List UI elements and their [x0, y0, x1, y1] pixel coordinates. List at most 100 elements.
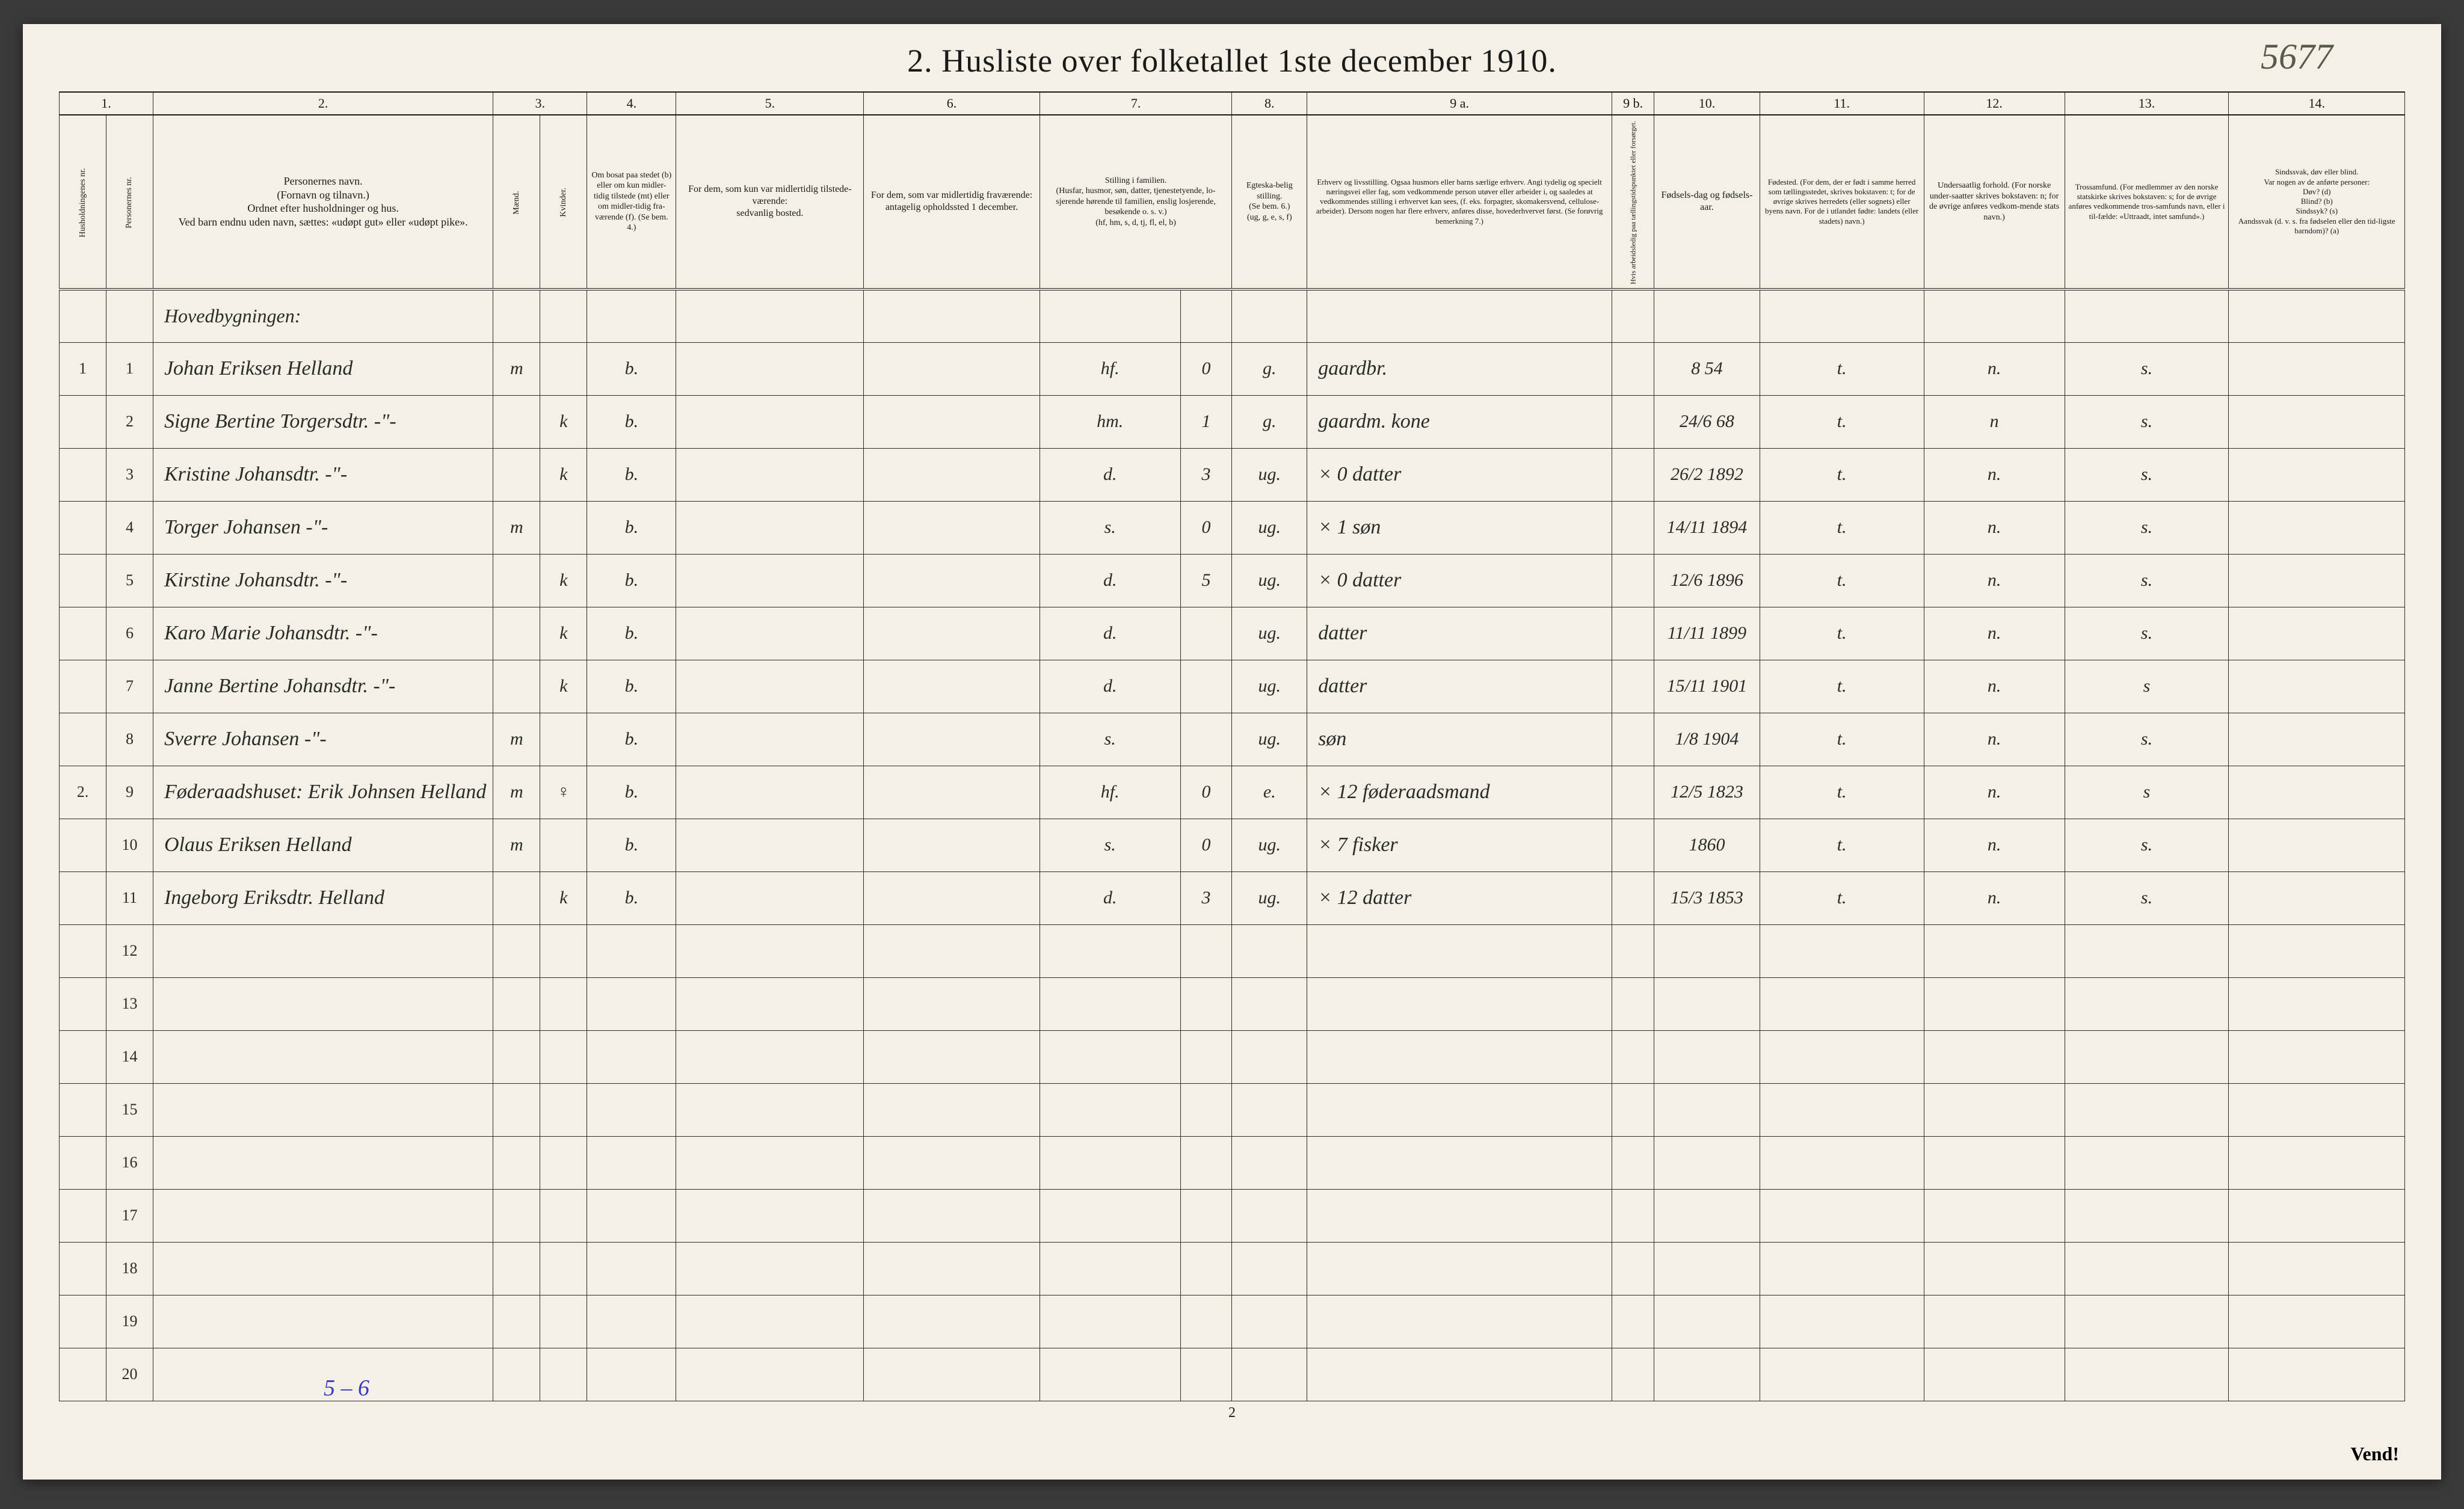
cell-k — [540, 342, 587, 395]
column-number-row: 1. 2. 3. 4. 5. 6. 7. 8. 9 a. 9 b. 10. 11… — [60, 92, 2405, 115]
cell — [1307, 924, 1612, 977]
cell-arb — [1612, 395, 1654, 448]
hdr-pers-nr: Personernes nr. — [106, 115, 153, 290]
cell-c6 — [864, 448, 1040, 501]
colnum: 9 b. — [1612, 92, 1654, 115]
cell-fam: hm. — [1040, 395, 1180, 448]
cell — [676, 1295, 864, 1348]
cell-hush: 1 — [60, 342, 106, 395]
cell — [1307, 977, 1612, 1030]
cell — [540, 1189, 587, 1242]
cell-fods: 24/6 68 — [1654, 395, 1760, 448]
cell — [2229, 1189, 2405, 1242]
cell — [2229, 1083, 2405, 1136]
cell-m: m — [493, 819, 540, 871]
cell-fods: 1860 — [1654, 819, 1760, 871]
cell-erhv: × 12 føderaadsmand — [1307, 766, 1612, 819]
cell — [1040, 977, 1180, 1030]
cell — [1760, 1136, 1924, 1189]
census-page: 2. Husliste over folketallet 1ste decemb… — [23, 24, 2441, 1480]
cell-k: k — [540, 395, 587, 448]
hdr-arb-ledig: Hvis arbeidsledig paa tællingstidspunkte… — [1612, 115, 1654, 290]
cell-fods: 12/5 1823 — [1654, 766, 1760, 819]
cell-b: b. — [587, 607, 676, 660]
table-row: 10Olaus Eriksen Hellandmb.s.0ug.× 7 fisk… — [60, 819, 2405, 871]
cell-und: n. — [1924, 342, 2065, 395]
cell — [2229, 1295, 2405, 1348]
cell — [60, 289, 106, 342]
cell — [676, 977, 864, 1030]
cell-k: k — [540, 448, 587, 501]
cell-hush — [60, 448, 106, 501]
cell-navn: Sverre Johansen -"- — [153, 713, 493, 766]
cell — [60, 1242, 106, 1295]
cell-c5 — [676, 607, 864, 660]
cell-m — [493, 871, 540, 924]
cell — [1924, 1242, 2065, 1295]
cell — [153, 1189, 493, 1242]
cell-egt: ug. — [1232, 713, 1307, 766]
cell-m — [493, 554, 540, 607]
hdr-egteskab: Egteska-belig stilling. (Se bem. 6.) (ug… — [1232, 115, 1307, 290]
cell-arb — [1612, 660, 1654, 713]
cell — [1760, 1189, 1924, 1242]
cell — [540, 1295, 587, 1348]
cell — [153, 1242, 493, 1295]
cell-und: n. — [1924, 713, 2065, 766]
colnum: 13. — [2065, 92, 2229, 115]
cell-erhv: datter — [1307, 660, 1612, 713]
cell — [1180, 924, 1232, 977]
cell-k — [540, 501, 587, 554]
cell — [1180, 1136, 1232, 1189]
cell — [1760, 1295, 1924, 1348]
cell: 13 — [106, 977, 153, 1030]
cell-c6 — [864, 819, 1040, 871]
cell — [540, 1030, 587, 1083]
cell-und: n — [1924, 395, 2065, 448]
cell-und: n. — [1924, 607, 2065, 660]
cell-und: n. — [1924, 501, 2065, 554]
table-row: 4Torger Johansen -"-mb.s.0ug.× 1 søn14/1… — [60, 501, 2405, 554]
hdr-navn: Personernes navn. (Fornavn og tilnavn.) … — [153, 115, 493, 290]
hdr-hush-nr: Husholdningenes nr. — [60, 115, 106, 290]
cell-egt: ug. — [1232, 819, 1307, 871]
cell-arb — [1612, 501, 1654, 554]
cell — [1654, 1189, 1760, 1242]
cell-fam2 — [1180, 660, 1232, 713]
cell-navn: Karo Marie Johansdtr. -"- — [153, 607, 493, 660]
cell-und: n. — [1924, 871, 2065, 924]
cell-fam: s. — [1040, 713, 1180, 766]
cell-erhv: gaardm. kone — [1307, 395, 1612, 448]
cell — [153, 924, 493, 977]
hdr-erhverv: Erhverv og livsstilling. Ogsaa husmors e… — [1307, 115, 1612, 290]
cell — [1924, 1083, 2065, 1136]
cell-erhv: datter — [1307, 607, 1612, 660]
cell-tros: s. — [2065, 501, 2229, 554]
cell — [493, 1136, 540, 1189]
cell-fods: 26/2 1892 — [1654, 448, 1760, 501]
cell-fam2 — [1180, 713, 1232, 766]
cell — [153, 1030, 493, 1083]
cell-c5 — [676, 713, 864, 766]
cell — [1307, 1083, 1612, 1136]
cell — [587, 1030, 676, 1083]
cell-hush — [60, 871, 106, 924]
cell-fam2: 3 — [1180, 448, 1232, 501]
cell — [153, 1295, 493, 1348]
colnum: 3. — [493, 92, 587, 115]
cell-erhv: × 1 søn — [1307, 501, 1612, 554]
table-head: 1. 2. 3. 4. 5. 6. 7. 8. 9 a. 9 b. 10. 11… — [60, 92, 2405, 289]
cell — [493, 977, 540, 1030]
cell — [1307, 1189, 1612, 1242]
cell — [1232, 1295, 1307, 1348]
cell — [1760, 924, 1924, 977]
cell — [587, 1189, 676, 1242]
cell-egt: ug. — [1232, 501, 1307, 554]
cell — [493, 1030, 540, 1083]
cell — [540, 1083, 587, 1136]
colnum: 2. — [153, 92, 493, 115]
cell-k: k — [540, 607, 587, 660]
cell-m: m — [493, 766, 540, 819]
cell-fam: s. — [1040, 819, 1180, 871]
table-row: 2Signe Bertine Torgersdtr. -"-kb.hm.1g.g… — [60, 395, 2405, 448]
